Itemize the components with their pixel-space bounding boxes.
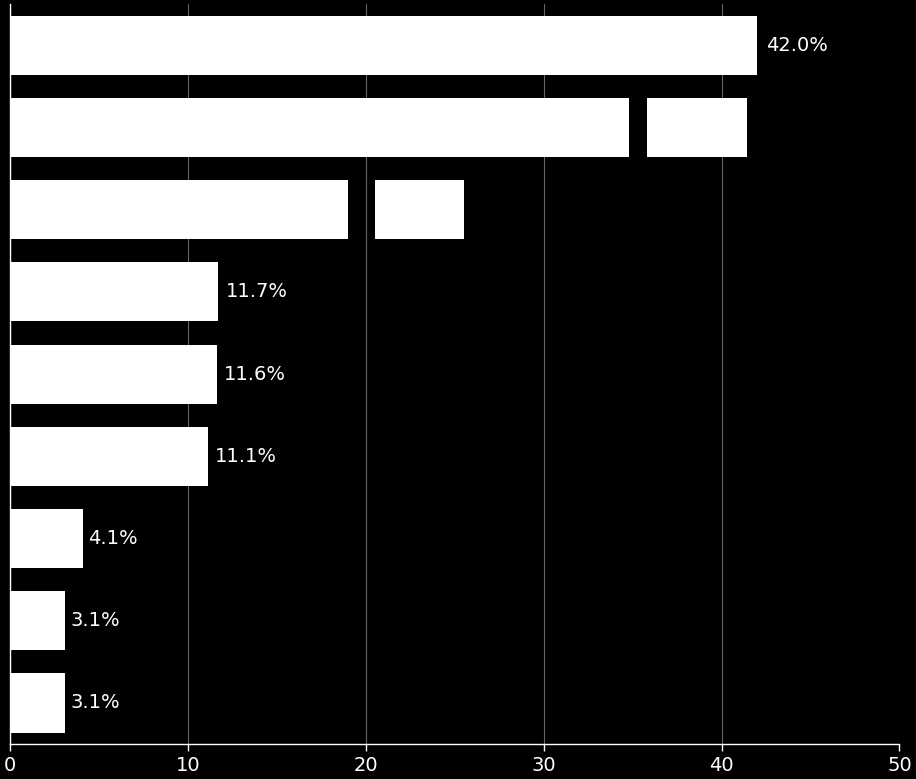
Bar <box>10 263 218 322</box>
Bar <box>647 98 747 157</box>
Bar <box>10 509 83 568</box>
Bar <box>10 16 758 75</box>
Bar <box>10 98 629 157</box>
Text: 4.1%: 4.1% <box>89 529 138 548</box>
Bar <box>10 673 65 732</box>
Text: 11.7%: 11.7% <box>225 283 288 301</box>
Text: 11.1%: 11.1% <box>214 447 277 466</box>
Text: 3.1%: 3.1% <box>71 693 120 713</box>
Text: 42.0%: 42.0% <box>766 36 828 55</box>
Bar <box>375 180 463 239</box>
Bar <box>10 180 348 239</box>
Bar <box>10 344 216 404</box>
Bar <box>10 591 65 650</box>
Bar <box>10 427 208 486</box>
Text: 3.1%: 3.1% <box>71 612 120 630</box>
Text: 11.6%: 11.6% <box>224 365 286 383</box>
